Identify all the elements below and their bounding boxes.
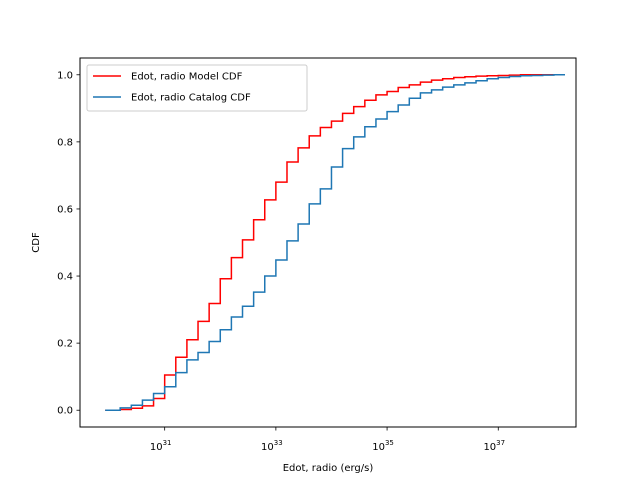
y-tick-label: 0.0: [57, 406, 73, 417]
y-tick-label: 0.6: [57, 204, 73, 215]
legend-label-catalog: Edot, radio Catalog CDF: [131, 93, 251, 104]
y-axis-label: CDF: [31, 232, 42, 253]
x-axis-label: Edot, radio (erg/s): [283, 463, 374, 474]
x-tick-label: 1033: [261, 439, 283, 453]
y-axis: 0.0 0.2 0.4 0.6 0.8 1.0: [57, 70, 80, 417]
y-tick-label: 0.4: [57, 272, 73, 283]
legend: Edot, radio Model CDF Edot, radio Catalo…: [86, 64, 308, 112]
x-tick-label: 1031: [150, 439, 172, 453]
x-tick-label: 1037: [483, 439, 505, 453]
y-tick-label: 0.2: [57, 339, 73, 350]
x-tick-label: 1035: [372, 439, 394, 453]
y-tick-label: 1.0: [57, 70, 73, 81]
legend-box: [86, 64, 308, 112]
y-tick-label: 0.8: [57, 137, 73, 148]
series-line-catalog: [105, 74, 565, 411]
x-axis: 1031 1033 1035 1037: [150, 427, 505, 453]
legend-label-model: Edot, radio Model CDF: [131, 72, 243, 83]
series-layer: [105, 74, 565, 411]
series-line-model: [105, 74, 557, 411]
plot-frame: [79, 57, 577, 428]
